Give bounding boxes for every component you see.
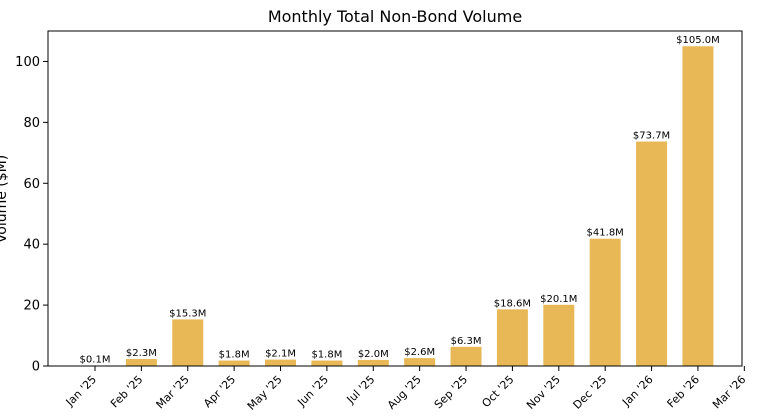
x-tick-label: Jan '25	[63, 373, 99, 409]
data-label: $41.8M	[587, 228, 624, 239]
bar	[636, 141, 668, 366]
data-label: $2.0M	[358, 349, 389, 360]
x-tick-label: Feb '25	[108, 373, 145, 410]
bar	[172, 319, 204, 366]
x-axis: Jan '25 Feb '25 Mar '25 Apr '25 May '25 Jun '…	[63, 366, 748, 413]
bars-group	[79, 46, 714, 366]
x-tick-label: Jun '25	[294, 373, 331, 410]
bar	[125, 359, 157, 366]
y-tick-label: 40	[23, 238, 40, 253]
bar	[311, 360, 343, 366]
data-label: $105.0M	[676, 35, 720, 46]
chart-title: Monthly Total Non-Bond Volume	[268, 7, 522, 26]
data-label: $1.8M	[219, 350, 250, 361]
y-tick-label: 100	[15, 55, 40, 70]
data-label: $6.3M	[451, 336, 482, 347]
x-tick-label: Jan '26	[619, 373, 655, 409]
x-tick-label: Dec '25	[571, 373, 610, 412]
x-tick-label: Mar '26	[710, 373, 748, 411]
x-tick-label: Mar '25	[153, 373, 191, 411]
x-tick-label: Oct '25	[479, 373, 516, 410]
x-tick-label: Aug '25	[385, 373, 424, 412]
data-label: $0.1M	[80, 355, 111, 366]
y-tick-label: 80	[23, 116, 40, 131]
x-tick-label: May '25	[245, 373, 285, 413]
y-axis: 0 20 40 60 80 100	[15, 55, 48, 375]
y-axis-label: Volume ($M)	[0, 155, 10, 243]
data-label: $2.6M	[404, 347, 435, 358]
y-tick-label: 60	[23, 177, 40, 192]
data-label: $73.7M	[633, 131, 670, 142]
bar	[450, 346, 482, 366]
plot-frame	[47, 30, 743, 367]
data-label: $1.8M	[311, 350, 342, 361]
x-tick-label: Jul '25	[344, 373, 378, 407]
x-tick-label: Apr '25	[201, 373, 238, 410]
bar	[357, 359, 389, 366]
bar	[404, 358, 436, 366]
data-label: $15.3M	[169, 308, 206, 319]
data-labels-group: $0.1M $2.3M $15.3M $1.8M $2.1M $1.8M $2.0M $2.6…	[80, 35, 720, 365]
bar	[682, 46, 714, 366]
y-tick-label: 0	[32, 360, 40, 375]
bar	[496, 309, 528, 366]
bar	[265, 359, 297, 366]
bar	[543, 304, 575, 366]
x-tick-label: Sep '25	[432, 373, 470, 411]
data-label: $2.1M	[265, 349, 296, 360]
bar	[589, 238, 621, 366]
x-tick-label: Feb '26	[665, 373, 702, 410]
data-label: $2.3M	[126, 348, 157, 359]
data-label: $20.1M	[540, 294, 577, 305]
data-label: $18.6M	[494, 298, 531, 309]
y-tick-label: 20	[23, 299, 40, 314]
bar	[218, 360, 250, 366]
x-tick-label: Nov '25	[524, 373, 563, 412]
